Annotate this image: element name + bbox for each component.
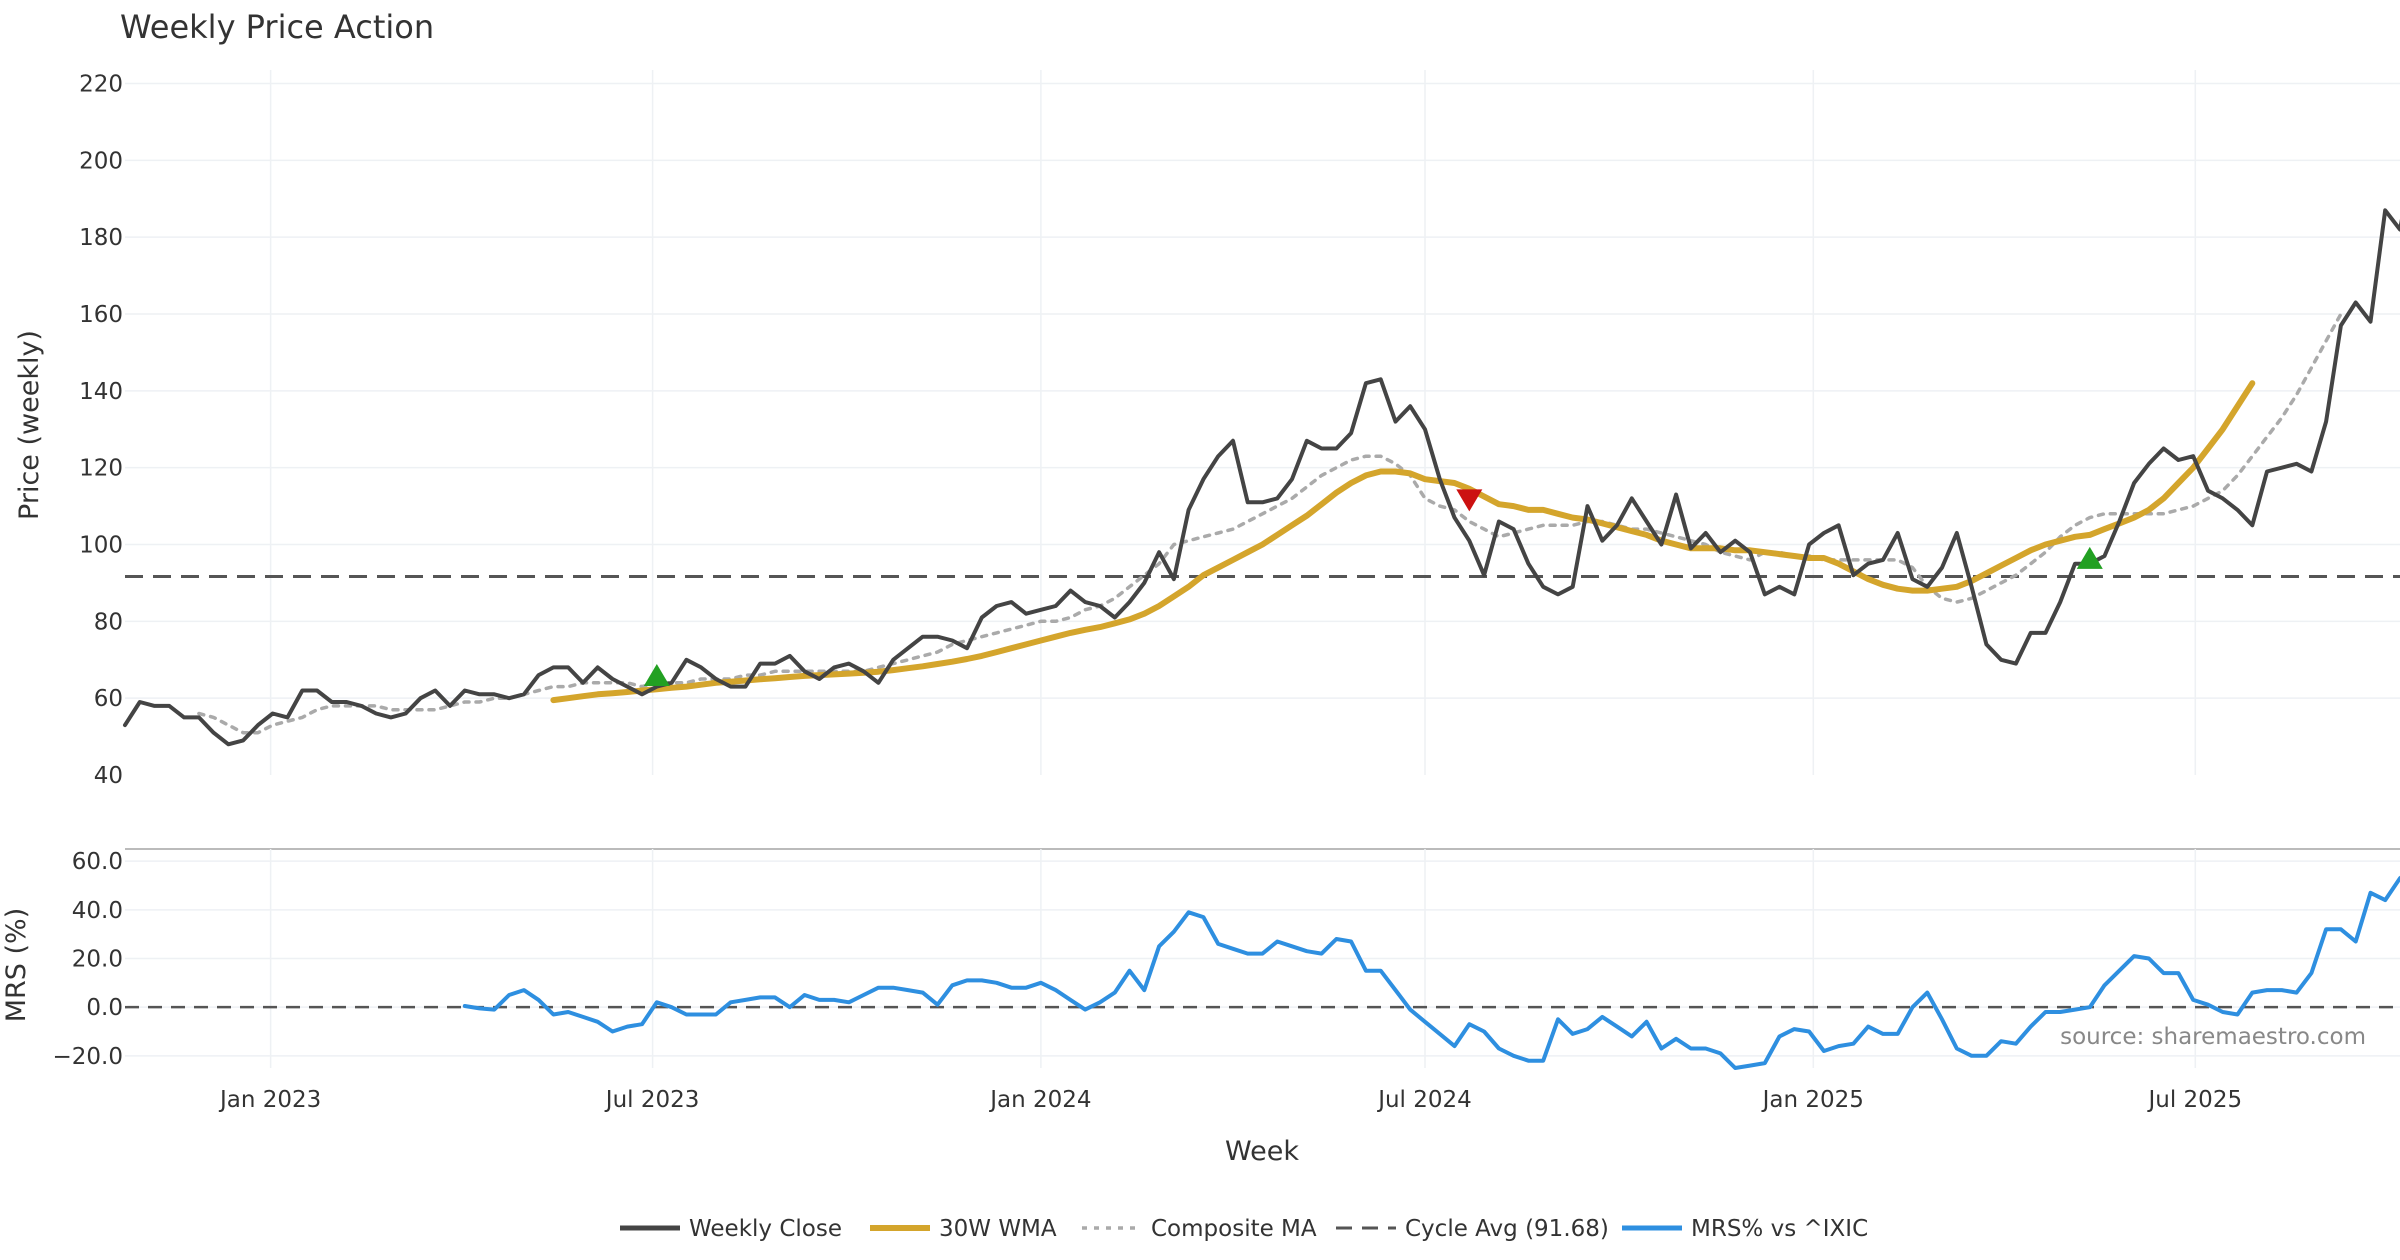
mrs-y-tick-label: 40.0 [72,898,123,924]
mrs-y-tick-label: 60.0 [72,849,123,875]
price-y-axis-title: Price (weekly) [14,330,45,520]
buy-signal-marker [2076,546,2103,569]
price-y-tick-label: 80 [94,609,123,635]
signal-markers [643,489,2103,687]
x-axis-title: Week [1225,1136,1299,1167]
price-y-tick-label: 200 [79,148,123,174]
price-y-tick-label: 140 [79,379,123,405]
price-y-tick-label: 180 [79,225,123,251]
legend-label-cycle: Cycle Avg (91.68) [1405,1216,1609,1242]
price-grid [125,70,2400,775]
x-tick-label: Jul 2023 [604,1087,700,1113]
sell-signal-marker [1456,489,1483,512]
wma-30w-line [550,380,2256,704]
legend-label-wma: 30W WMA [939,1216,1057,1242]
x-tick-label: Jan 2025 [1761,1087,1864,1113]
weekly-close-line [123,208,2400,747]
price-y-tick-label: 120 [79,456,123,482]
mrs-y-tick-label: 20.0 [72,947,123,973]
x-tick-label: Jul 2025 [2146,1087,2242,1113]
source-label: source: sharemaestro.com [2060,1024,2366,1050]
mrs-y-tick-label: −20.0 [53,1044,123,1070]
legend-label-close: Weekly Close [689,1216,842,1242]
price-y-axis: 40 60 80 100 120 140 160 180 200 220 [79,72,123,789]
mrs-series [462,875,2400,1070]
composite-ma-line [197,312,2343,735]
price-y-tick-label: 100 [79,533,123,559]
buy-signal-marker [643,664,670,687]
chart-title: Weekly Price Action [120,8,434,46]
legend-label-mrs: MRS% vs ^IXIC [1691,1216,1868,1242]
mrs-y-tick-label: 0.0 [86,995,123,1021]
x-tick-label: Jul 2024 [1376,1087,1472,1113]
mrs-y-axis-title: MRS (%) [1,908,32,1023]
price-series [123,208,2400,747]
legend: Weekly Close 30W WMA Composite MA Cycle Avg… [620,1216,1868,1242]
price-y-tick-label: 160 [79,302,123,328]
x-axis: Jan 2023 Jul 2023 Jan 2024 Jul 2024 Jan 2025… [218,1087,2242,1113]
price-y-tick-label: 220 [79,72,123,98]
price-y-tick-label: 40 [94,763,123,789]
legend-label-composite: Composite MA [1151,1216,1317,1242]
mrs-y-axis: −20.0 0.0 20.0 40.0 60.0 [53,849,123,1070]
x-tick-label: Jan 2023 [218,1087,321,1113]
mrs-grid [125,849,2400,1068]
price-y-tick-label: 60 [94,686,123,712]
mrs-line [462,875,2400,1070]
x-tick-label: Jan 2024 [988,1087,1091,1113]
